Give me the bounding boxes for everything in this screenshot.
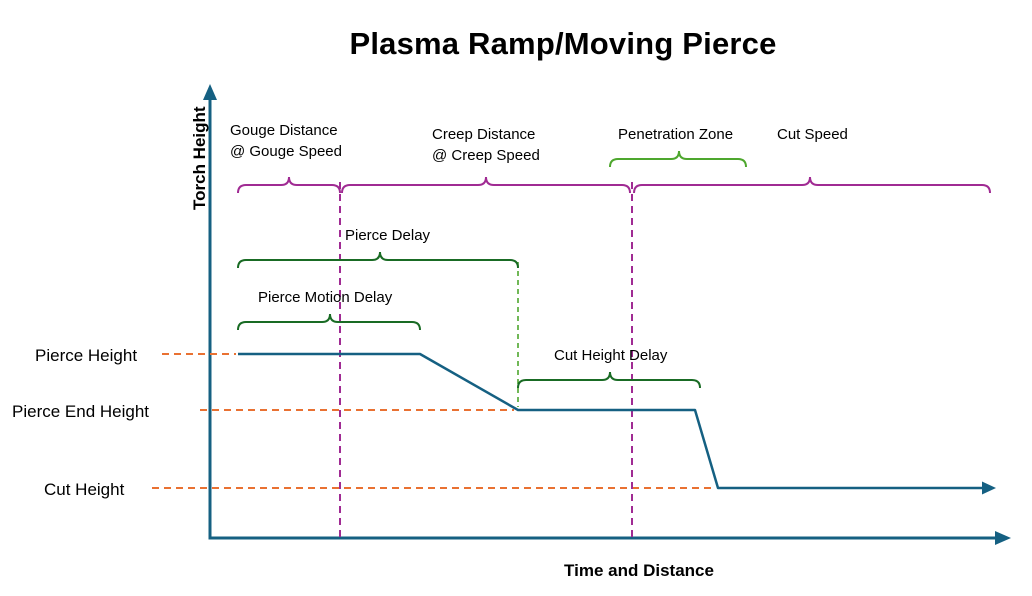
pierce-end-height-label: Pierce End Height (12, 402, 150, 421)
cut-speed-label: Cut Speed (777, 126, 848, 143)
creep-distance-line1: Creep Distance (432, 126, 536, 143)
creep-distance-brace (341, 176, 631, 194)
gouge-distance-label: Gouge Distance @ Gouge Speed (230, 120, 342, 162)
pierce-motion-delay-brace (237, 313, 421, 331)
gouge-distance-line1: Gouge Distance (230, 122, 338, 139)
pierce-delay-brace (237, 251, 519, 269)
y-axis-label: Torch Height (190, 106, 209, 210)
cut-speed-brace (633, 176, 991, 194)
penetration-zone-brace (609, 150, 747, 168)
cut-height-delay-brace (517, 371, 701, 389)
x-axis-label: Time and Distance (564, 561, 714, 580)
pierce-motion-delay-label: Pierce Motion Delay (258, 289, 393, 306)
gouge-distance-line2: @ Gouge Speed (230, 143, 342, 160)
gouge-distance-brace (237, 176, 341, 194)
cut-height-delay-label: Cut Height Delay (554, 347, 668, 364)
penetration-zone-label: Penetration Zone (618, 126, 734, 143)
pierce-height-label: Pierce Height (35, 346, 138, 365)
cut-height-label: Cut Height (44, 480, 125, 499)
pierce-delay-label: Pierce Delay (345, 227, 431, 244)
x-axis-arrow-icon (995, 531, 1011, 545)
diagram-title: Plasma Ramp/Moving Pierce (349, 26, 777, 61)
creep-distance-line2: @ Creep Speed (432, 147, 540, 164)
profile-arrow-icon (982, 481, 996, 495)
y-axis-arrow-icon (203, 84, 217, 100)
torch-height-profile (238, 352, 982, 490)
creep-distance-label: Creep Distance @ Creep Speed (432, 124, 540, 166)
